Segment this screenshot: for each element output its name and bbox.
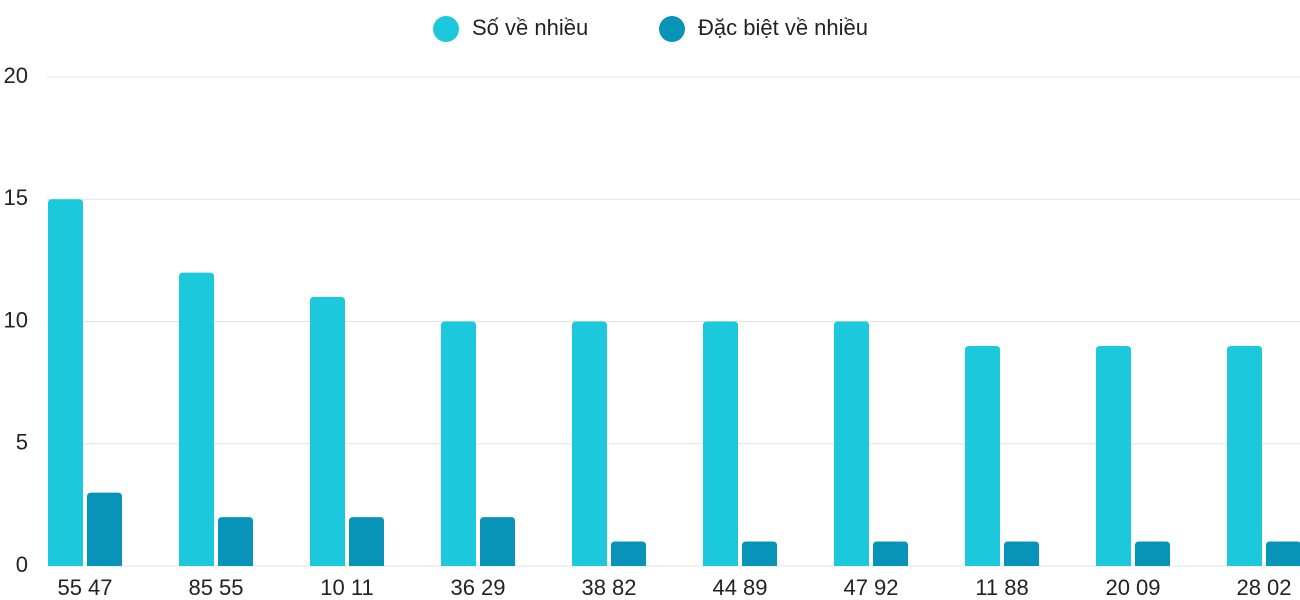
bar [1135, 541, 1170, 566]
x-tick-label: 11 88 [975, 575, 1028, 600]
bar [834, 321, 869, 566]
x-tick-label: 10 11 [320, 575, 373, 600]
x-tick-label: 28 02 [1236, 575, 1291, 600]
legend-marker [659, 16, 685, 42]
legend-label: Đặc biệt về nhiều [698, 15, 868, 40]
bar [310, 297, 345, 566]
y-tick-label: 15 [4, 185, 28, 210]
legend-marker [433, 16, 459, 42]
bar [703, 321, 738, 566]
x-tick-label: 38 82 [581, 575, 636, 600]
bar [441, 321, 476, 566]
x-tick-label: 20 09 [1105, 575, 1160, 600]
bar [742, 541, 777, 566]
bar [1096, 345, 1131, 566]
bar [873, 541, 908, 566]
y-tick-label: 0 [16, 552, 28, 577]
bar [965, 345, 1000, 566]
x-tick-label: 55 47 [57, 575, 112, 600]
bar [218, 517, 253, 566]
bar [349, 517, 384, 566]
y-tick-label: 20 [4, 63, 28, 88]
x-tick-label: 47 92 [843, 575, 898, 600]
bar [87, 492, 122, 566]
legend-label: Số về nhiều [472, 15, 588, 40]
bar [179, 272, 214, 566]
y-tick-label: 10 [4, 307, 28, 332]
x-tick-label: 85 55 [188, 575, 243, 600]
bar [611, 541, 646, 566]
x-tick-label: 44 89 [712, 575, 767, 600]
bar [572, 321, 607, 566]
bar [1227, 345, 1262, 566]
bar [48, 199, 83, 566]
bar [1004, 541, 1039, 566]
bar [480, 517, 515, 566]
y-tick-label: 5 [16, 430, 28, 455]
bar [1266, 541, 1300, 566]
x-tick-label: 36 29 [450, 575, 505, 600]
